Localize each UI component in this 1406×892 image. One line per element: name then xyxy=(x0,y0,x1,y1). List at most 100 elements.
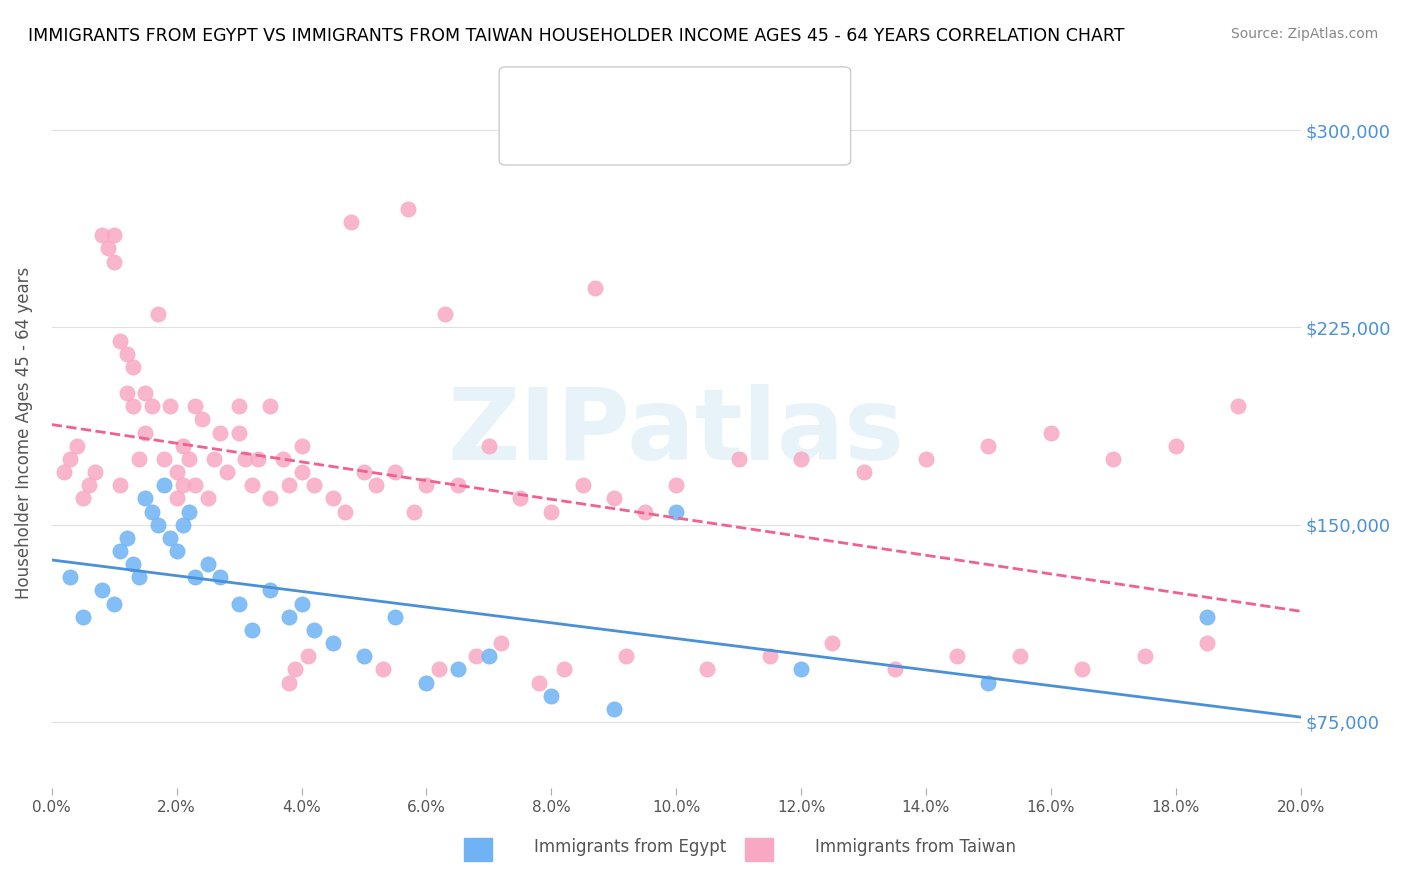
Point xyxy=(427,662,450,676)
Point xyxy=(72,609,94,624)
Point xyxy=(1008,649,1031,664)
Point xyxy=(184,478,207,492)
Point xyxy=(852,465,875,479)
Point xyxy=(103,254,125,268)
Point xyxy=(179,504,201,518)
Point xyxy=(821,636,844,650)
Point xyxy=(172,439,194,453)
Point xyxy=(278,609,301,624)
Point xyxy=(77,478,100,492)
Point xyxy=(122,399,145,413)
Point xyxy=(172,517,194,532)
Point xyxy=(790,662,813,676)
Point xyxy=(259,399,281,413)
Point xyxy=(371,662,394,676)
Point xyxy=(977,675,1000,690)
Point xyxy=(434,307,457,321)
Point xyxy=(384,465,406,479)
Point xyxy=(1071,662,1094,676)
Point xyxy=(759,649,782,664)
Point xyxy=(197,491,219,506)
Point xyxy=(491,636,513,650)
Point xyxy=(228,399,250,413)
Point xyxy=(415,478,437,492)
Point xyxy=(1133,649,1156,664)
Point xyxy=(297,649,319,664)
Point xyxy=(396,202,419,216)
Point xyxy=(215,465,238,479)
Point xyxy=(583,281,606,295)
Point xyxy=(603,702,626,716)
Point xyxy=(259,583,281,598)
Point xyxy=(166,465,188,479)
Point xyxy=(290,439,312,453)
Point xyxy=(134,386,156,401)
Point xyxy=(290,465,312,479)
Point xyxy=(915,451,938,466)
Point xyxy=(190,412,212,426)
Point xyxy=(284,662,307,676)
Point xyxy=(128,570,150,584)
Point xyxy=(146,307,169,321)
Point xyxy=(134,491,156,506)
Text: Immigrants from Taiwan: Immigrants from Taiwan xyxy=(815,838,1017,856)
Point xyxy=(790,451,813,466)
Point xyxy=(240,623,263,637)
Point xyxy=(84,465,107,479)
Point xyxy=(540,504,562,518)
Point xyxy=(184,399,207,413)
Point xyxy=(1195,636,1218,650)
Point xyxy=(134,425,156,440)
Point xyxy=(384,609,406,624)
Point xyxy=(540,689,562,703)
Point xyxy=(353,465,375,479)
Point xyxy=(1102,451,1125,466)
Point xyxy=(159,531,181,545)
Point xyxy=(97,242,120,256)
Point xyxy=(665,504,688,518)
Point xyxy=(1039,425,1062,440)
Point xyxy=(184,570,207,584)
Point xyxy=(166,544,188,558)
Point xyxy=(53,465,76,479)
Point xyxy=(90,583,112,598)
Point xyxy=(146,517,169,532)
Point xyxy=(1164,439,1187,453)
Point xyxy=(614,649,637,664)
Point xyxy=(1227,399,1250,413)
Point xyxy=(478,649,501,664)
Point xyxy=(553,662,575,676)
Point xyxy=(278,675,301,690)
Point xyxy=(103,228,125,243)
Point xyxy=(571,478,593,492)
Point xyxy=(122,557,145,571)
Point xyxy=(290,597,312,611)
Legend: R =  -0.337   N = 37, R =   0.105   N = 94: R = -0.337 N = 37, R = 0.105 N = 94 xyxy=(555,79,797,145)
Point xyxy=(172,478,194,492)
Point xyxy=(278,478,301,492)
Point xyxy=(103,597,125,611)
Point xyxy=(259,491,281,506)
Y-axis label: Householder Income Ages 45 - 64 years: Householder Income Ages 45 - 64 years xyxy=(15,267,32,599)
Point xyxy=(446,662,468,676)
Point xyxy=(478,439,501,453)
Point xyxy=(197,557,219,571)
Point xyxy=(366,478,388,492)
Point xyxy=(110,544,132,558)
Point xyxy=(233,451,256,466)
Point xyxy=(603,491,626,506)
Point xyxy=(153,478,176,492)
Point xyxy=(209,425,232,440)
Point xyxy=(202,451,225,466)
Point xyxy=(228,597,250,611)
Point xyxy=(415,675,437,690)
Point xyxy=(946,649,969,664)
Point xyxy=(59,451,82,466)
Point xyxy=(141,504,163,518)
Point xyxy=(110,334,132,348)
Point xyxy=(128,451,150,466)
Point xyxy=(446,478,468,492)
Point xyxy=(115,531,138,545)
Point xyxy=(141,399,163,413)
Point xyxy=(883,662,905,676)
